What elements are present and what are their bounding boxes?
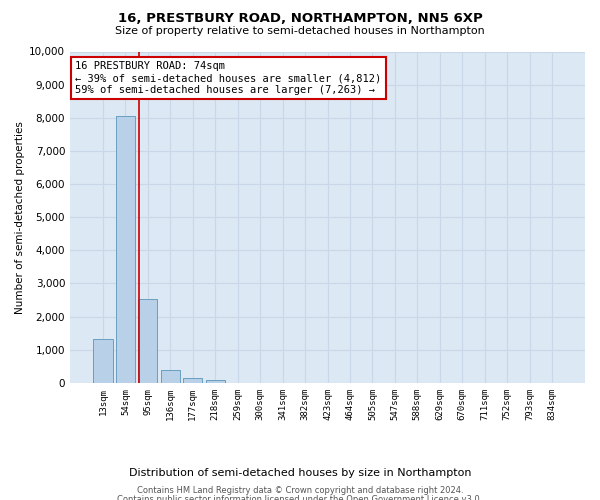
Bar [206, 380, 225, 383]
Text: 16 PRESTBURY ROAD: 74sqm
← 39% of semi-detached houses are smaller (4,812)
59% o: 16 PRESTBURY ROAD: 74sqm ← 39% of semi-d… [75, 62, 382, 94]
Text: Size of property relative to semi-detached houses in Northampton: Size of property relative to semi-detach… [115, 26, 485, 36]
Bar [139, 300, 157, 383]
Bar [183, 378, 202, 383]
Y-axis label: Number of semi-detached properties: Number of semi-detached properties [15, 121, 25, 314]
Bar [94, 339, 113, 383]
Text: 16, PRESTBURY ROAD, NORTHAMPTON, NN5 6XP: 16, PRESTBURY ROAD, NORTHAMPTON, NN5 6XP [118, 12, 482, 26]
Text: Distribution of semi-detached houses by size in Northampton: Distribution of semi-detached houses by … [129, 468, 471, 477]
Text: Contains HM Land Registry data © Crown copyright and database right 2024.: Contains HM Land Registry data © Crown c… [137, 486, 463, 495]
Bar [161, 370, 180, 383]
Bar [116, 116, 135, 383]
Text: Contains public sector information licensed under the Open Government Licence v3: Contains public sector information licen… [118, 495, 482, 500]
